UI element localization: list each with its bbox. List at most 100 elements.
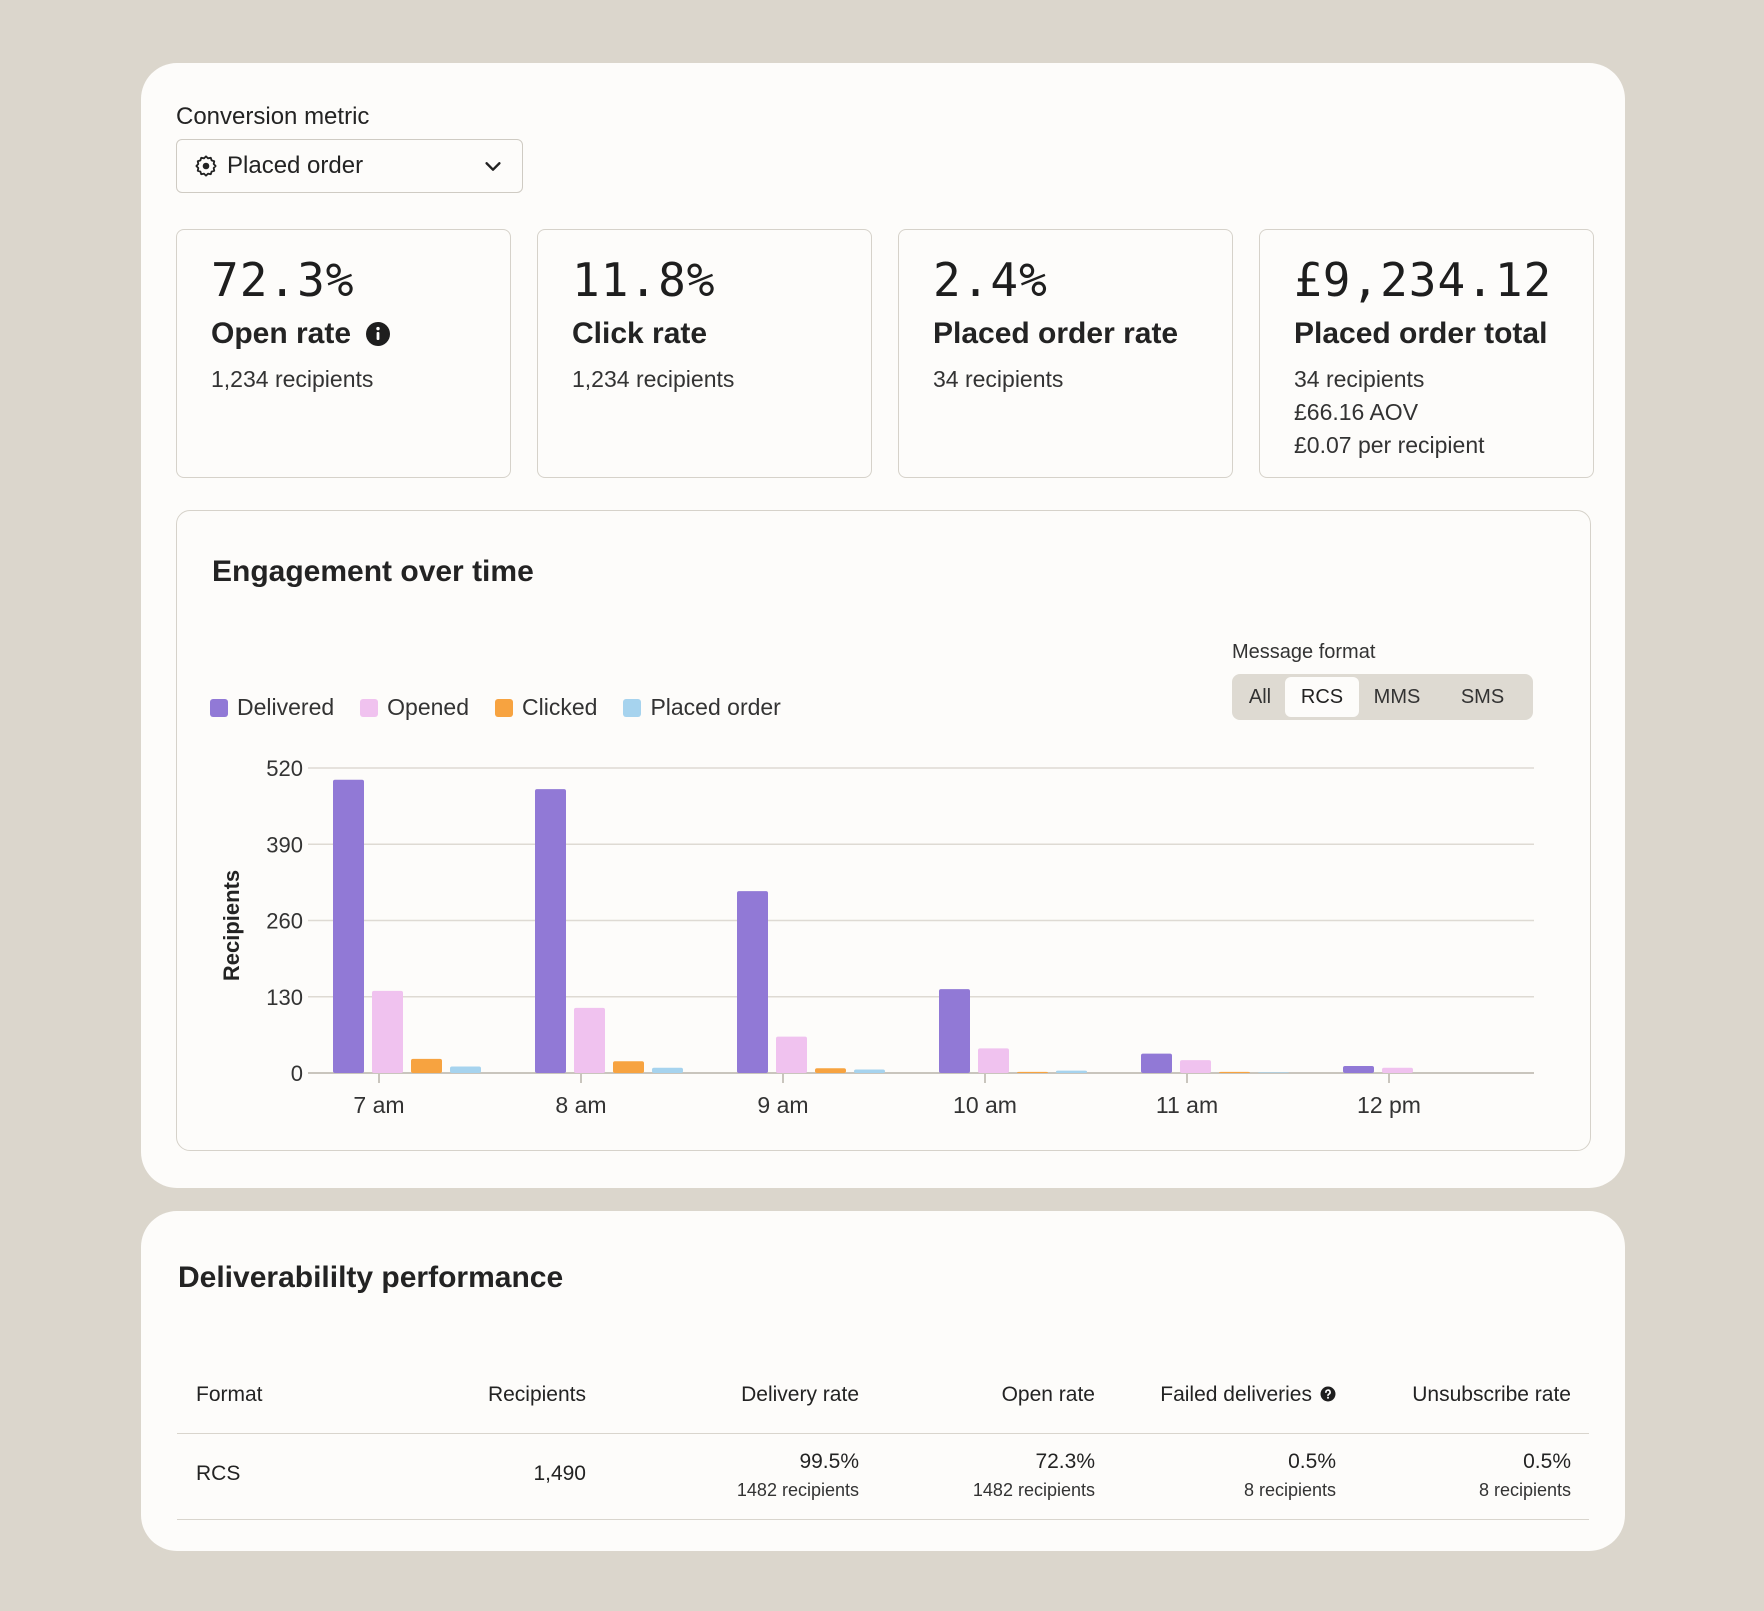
- legend-item-placed-order[interactable]: Placed order: [623, 694, 781, 721]
- kpi-detail: 34 recipients: [933, 365, 1064, 392]
- kpi-detail: £66.16 AOV: [1294, 398, 1419, 425]
- kpi-name: Open rate: [211, 316, 352, 350]
- bar-clicked: [1219, 1071, 1250, 1073]
- kpi-value: £9,234.12: [1294, 253, 1553, 307]
- bar-delivered: [737, 891, 768, 1073]
- legend-label: Delivered: [237, 694, 335, 720]
- legend-item-delivered[interactable]: Delivered: [210, 694, 334, 721]
- x-tick-label: 11 am: [1156, 1092, 1218, 1118]
- column-header-unsubscribe-rate[interactable]: Unsubscribe rate: [1412, 1383, 1571, 1406]
- x-tick-label: 12 pm: [1357, 1092, 1421, 1118]
- kpi-detail: 1,234 recipients: [211, 365, 374, 392]
- help-icon[interactable]: [1320, 1384, 1336, 1402]
- bar-delivered: [1141, 1053, 1172, 1073]
- deliverability-table: Format Recipients Delivery rate Open rat…: [177, 1359, 1589, 1520]
- format-option-all[interactable]: All: [1248, 685, 1272, 708]
- deliverability-title: Deliverabililty performance: [178, 1261, 564, 1294]
- engagement-chart-panel: 0 130 260 390 520 Recipients 7 am 8 am 9 am 10 am…: [176, 510, 1591, 1151]
- cell-value: 0.5%: [1523, 1450, 1571, 1473]
- x-tick-label: 7 am: [353, 1092, 404, 1118]
- chart-legend: Delivered Opened Clicked Placed order: [210, 694, 781, 721]
- bar-clicked: [815, 1068, 846, 1073]
- gear-icon: [195, 155, 217, 177]
- kpi-value: 11.8%: [572, 253, 716, 307]
- bar-opened: [978, 1048, 1009, 1073]
- kpi-detail: 1,234 recipients: [572, 365, 735, 392]
- legend-swatch: [360, 698, 379, 717]
- bar-delivered: [535, 789, 566, 1073]
- cell-value: 72.3%: [1035, 1450, 1095, 1473]
- cell-unsubscribe-rate: 0.5% 8 recipients: [1479, 1450, 1571, 1501]
- bar-opened: [1180, 1060, 1211, 1073]
- legend-item-clicked[interactable]: Clicked: [495, 694, 597, 721]
- kpi-name: Placed order total: [1294, 316, 1548, 350]
- kpi-card-placed-order-rate: 2.4% Placed order rate 34 recipients: [898, 229, 1233, 478]
- bar-clicked: [613, 1061, 644, 1073]
- column-header-failed-deliveries[interactable]: Failed deliveries: [1160, 1383, 1336, 1407]
- y-axis-title: Recipients: [219, 870, 244, 981]
- format-option-sms[interactable]: SMS: [1460, 685, 1505, 708]
- kpi-detail: 34 recipients: [1294, 365, 1425, 392]
- bar-placed-order: [854, 1069, 885, 1073]
- message-format-toggle: All RCS MMS SMS: [1232, 674, 1533, 720]
- engagement-chart: 0 130 260 390 520 Recipients 7 am 8 am 9 am 10 am…: [219, 756, 1534, 1118]
- kpi-value: 2.4%: [933, 253, 1048, 307]
- legend-label: Clicked: [522, 694, 598, 720]
- deliverability-card: Deliverabililty performance Format Recip…: [141, 1211, 1625, 1551]
- x-tick-label: 10 am: [953, 1092, 1017, 1118]
- cell-delivery-rate: 99.5% 1482 recipients: [737, 1450, 859, 1501]
- kpi-card-click-rate: 11.8% Click rate 1,234 recipients: [537, 229, 872, 478]
- conversion-metric-select[interactable]: Placed order: [176, 139, 523, 193]
- kpi-card-placed-order-total: £9,234.12 Placed order total 34 recipien…: [1259, 229, 1594, 478]
- bar-placed-order: [652, 1067, 683, 1073]
- bar-delivered: [333, 779, 364, 1073]
- cell-subvalue: 8 recipients: [1478, 1480, 1571, 1500]
- bar-opened: [1382, 1067, 1413, 1073]
- kpi-value: 72.3%: [211, 253, 355, 307]
- kpi-detail: £0.07 per recipient: [1294, 431, 1485, 458]
- legend-label: Opened: [387, 694, 470, 720]
- x-tick-label: 9 am: [757, 1092, 808, 1118]
- cell-open-rate: 72.3% 1482 recipients: [973, 1450, 1095, 1501]
- cell-subvalue: 8 recipients: [1243, 1480, 1336, 1500]
- cell-failed-deliveries: 0.5% 8 recipients: [1244, 1450, 1336, 1501]
- y-tick-label: 390: [266, 832, 303, 857]
- format-option-rcs[interactable]: RCS: [1285, 677, 1359, 717]
- bar-delivered: [939, 989, 970, 1073]
- column-header-label: Failed deliveries: [1160, 1383, 1312, 1406]
- chevron-down-icon: [482, 155, 504, 177]
- bar-clicked: [1017, 1071, 1048, 1073]
- bar-clicked: [411, 1058, 442, 1073]
- column-header-recipients[interactable]: Recipients: [487, 1383, 586, 1406]
- column-header-format[interactable]: Format: [196, 1383, 263, 1406]
- cell-format: RCS: [196, 1462, 241, 1485]
- format-option-mms[interactable]: MMS: [1373, 685, 1421, 708]
- conversion-metric-value: Placed order: [227, 152, 364, 179]
- legend-swatch: [210, 698, 228, 717]
- legend-item-opened[interactable]: Opened: [360, 694, 469, 721]
- y-tick-label: 130: [266, 985, 303, 1010]
- conversion-metric-label: Conversion metric: [176, 103, 370, 130]
- bar-placed-order: [450, 1066, 481, 1073]
- bar-delivered: [1343, 1065, 1374, 1073]
- legend-swatch: [495, 698, 514, 717]
- chart-title: Engagement over time: [212, 555, 534, 588]
- kpi-name: Click rate: [572, 316, 708, 350]
- bar-opened: [372, 990, 403, 1073]
- cell-recipients: 1,490: [533, 1462, 586, 1485]
- cell-value: 99.5%: [799, 1450, 859, 1473]
- column-header-delivery-rate[interactable]: Delivery rate: [741, 1383, 859, 1406]
- kpi-card-open-rate: 72.3% Open rate 1,234 recipients: [176, 229, 511, 478]
- column-header-open-rate[interactable]: Open rate: [1001, 1383, 1095, 1406]
- analytics-card: Conversion metric Placed order 72.3% Ope…: [141, 63, 1625, 1188]
- y-tick-label: 0: [291, 1061, 303, 1086]
- x-tick-label: 8 am: [555, 1092, 606, 1118]
- info-icon[interactable]: [365, 321, 391, 347]
- bar-placed-order: [1258, 1072, 1289, 1073]
- table-row: RCS 1,490 99.5% 1482 recipients 72.3% 14…: [177, 1434, 1589, 1520]
- cell-value: 0.5%: [1288, 1450, 1336, 1473]
- table-header-row: Format Recipients Delivery rate Open rat…: [177, 1359, 1589, 1434]
- bar-opened: [574, 1007, 605, 1073]
- legend-swatch: [623, 698, 642, 717]
